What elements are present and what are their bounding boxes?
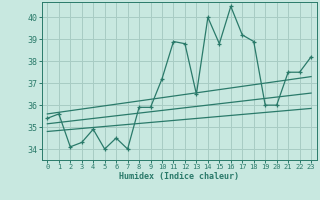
X-axis label: Humidex (Indice chaleur): Humidex (Indice chaleur) [119, 172, 239, 181]
